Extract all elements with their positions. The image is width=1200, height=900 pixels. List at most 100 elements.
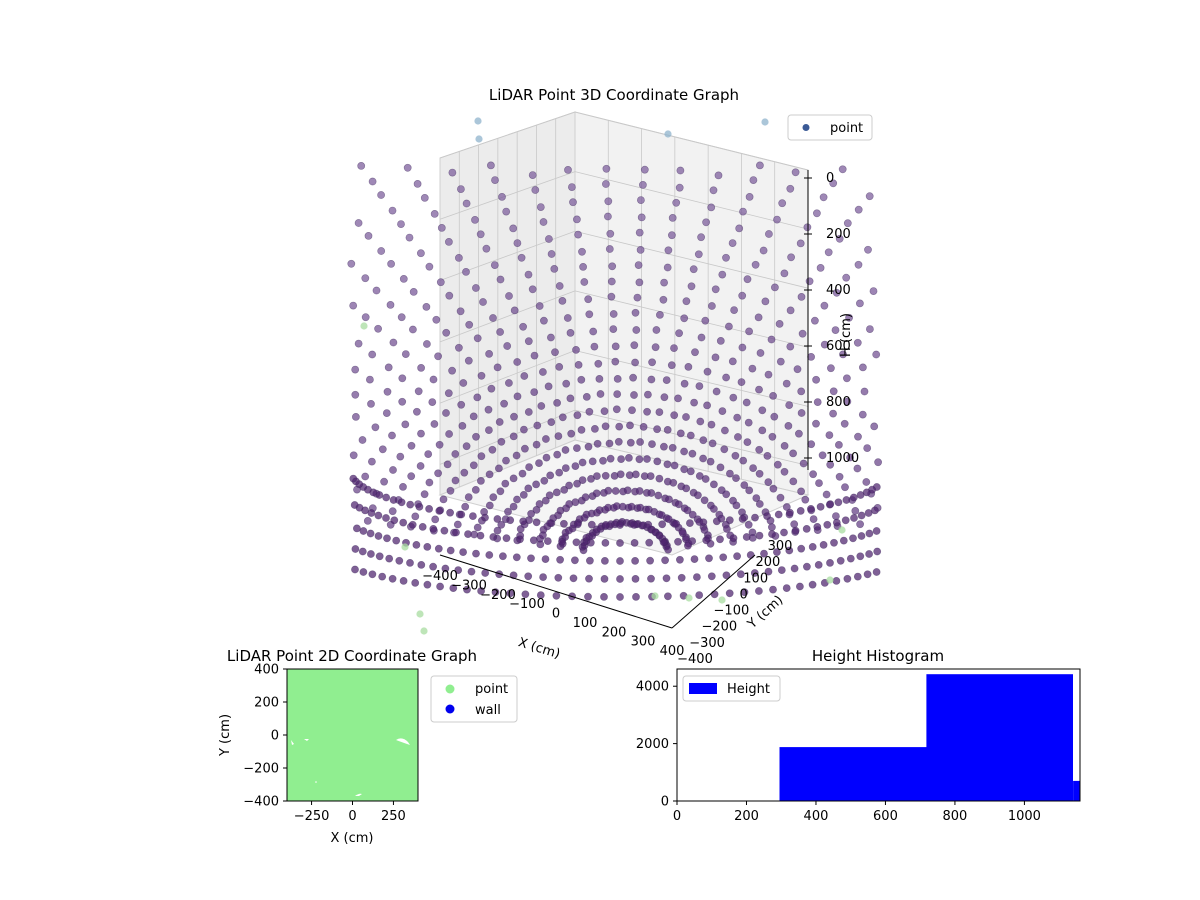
scatter-3d-point	[764, 567, 773, 576]
scatter-3d-point	[765, 230, 773, 238]
scatter-3d-outlier	[826, 576, 834, 584]
scatter-3d-point	[651, 343, 660, 352]
scatter-3d-point	[454, 566, 463, 574]
scatter-3d-point	[739, 207, 747, 216]
scatter-3d-point	[872, 527, 881, 535]
scatter-3d-outlier	[718, 596, 726, 604]
scatter-3d-point	[834, 498, 843, 507]
scatter-3d-point	[631, 308, 640, 317]
scatter-3d-point	[729, 534, 738, 543]
scatter-3d-point	[628, 406, 636, 415]
scatter-3d-point	[469, 461, 478, 470]
scatter-3d-point	[547, 333, 555, 342]
scatter-3d-point	[758, 406, 767, 415]
scatter-3d-point	[643, 455, 651, 463]
scatter-3d-point	[643, 407, 651, 416]
scatter-3d-point	[682, 484, 691, 493]
scatter-3d-point	[352, 524, 361, 533]
scatter-3d-point	[873, 547, 882, 556]
scatter-3d-point	[630, 341, 639, 350]
scatter-3d-point	[408, 520, 417, 529]
scatter-3d-point	[635, 278, 644, 287]
scatter-3d-point	[566, 328, 575, 337]
scatter-3d-point	[605, 245, 614, 253]
scatter-3d-point	[672, 519, 680, 528]
scatter-3d-point	[512, 553, 521, 562]
scatter-3d-point	[795, 429, 803, 438]
scatter-3d-point	[423, 543, 432, 551]
scatter-3d-point	[786, 508, 794, 517]
scatter-3d-point	[436, 278, 445, 287]
scatter-3d-point	[477, 452, 486, 461]
scatter-3d-point	[688, 537, 697, 545]
scatter-3d-point	[699, 454, 707, 463]
scatter-3d-point	[519, 517, 528, 526]
ticks-2d: −250 0 250 400 200 0 −200 −400	[243, 663, 406, 825]
y-tick-label-3d: 0	[739, 587, 747, 602]
scatter-3d-point	[388, 206, 397, 215]
scatter-3d-point	[368, 570, 377, 579]
scatter-3d-point	[637, 213, 646, 222]
scatter-3d-point	[856, 520, 864, 529]
scatter-3d-point	[773, 460, 782, 469]
scatter-3d-point	[399, 577, 408, 585]
scatter-3d-point	[594, 359, 603, 368]
scatter-3d-point	[710, 480, 718, 489]
scatter-3d-point	[751, 513, 759, 522]
y-tick-label-3d: 100	[743, 571, 768, 586]
scatter-3d-point	[865, 550, 873, 558]
scatter-3d-point	[359, 568, 368, 576]
scatter-3d-point	[542, 453, 551, 462]
scatter-3d-point	[660, 393, 669, 402]
scatter-3d-point	[755, 385, 763, 394]
scatter-3d-point	[631, 470, 640, 479]
scatter-3d-point	[752, 494, 761, 502]
scatter-3d-point	[850, 514, 858, 522]
scatter-3d-point	[560, 485, 569, 494]
scatter-3d-point	[504, 507, 512, 516]
y-axis-label-3d: Y (cm)	[744, 593, 786, 633]
scatter-3d-point	[663, 460, 672, 469]
scatter-3d-point	[349, 474, 358, 483]
scatter-3d-point	[415, 502, 424, 511]
scatter-3d-outlier	[420, 627, 428, 635]
scatter-3d-point	[553, 450, 562, 459]
scatter-3d-point	[790, 564, 799, 573]
scatter-3d-point	[731, 451, 740, 460]
z-tick-label-3d: 400	[826, 283, 851, 298]
scatter-3d-point	[644, 390, 652, 399]
scatter-3d-point	[786, 306, 795, 315]
scatter-3d-point	[398, 397, 407, 406]
scatter-3d-point	[832, 577, 841, 585]
scatter-3d-point	[701, 316, 710, 325]
scatter-3d-point	[374, 511, 383, 520]
scatter-3d-point	[745, 486, 754, 495]
scatter-3d-point	[434, 544, 443, 553]
scatter-3d-point	[600, 575, 609, 583]
scatter-3d-point	[569, 574, 578, 583]
scatter-3d-point	[796, 239, 805, 248]
scatter-3d-point	[585, 407, 594, 416]
scatter-3d-point	[547, 418, 556, 426]
scatter-3d-point	[498, 192, 506, 201]
y-tick-label-3d: 300	[768, 539, 793, 554]
scatter-3d-point	[502, 456, 510, 465]
scatter-3d-point	[816, 263, 825, 272]
scatter-3d-point	[363, 517, 372, 525]
scatter-3d-point	[646, 472, 655, 480]
scatter-3d-point	[796, 506, 805, 515]
scatter-3d-point	[694, 250, 703, 259]
scatter-3d-point	[672, 198, 681, 207]
gap-mark	[396, 738, 410, 745]
gap-mark	[315, 781, 317, 783]
scatter-3d-point	[799, 459, 808, 468]
scatter-3d-point	[826, 559, 834, 567]
scatter-3d-point	[412, 407, 421, 416]
scatter-3d-outlier	[416, 610, 424, 618]
scatter-3d-outlier	[838, 526, 846, 534]
scatter-3d-point	[452, 528, 460, 537]
scatter-3d-point	[854, 205, 863, 214]
scatter-3d-point	[592, 489, 601, 498]
scatter-3d-point	[807, 352, 815, 361]
scatter-3d-point	[866, 325, 874, 333]
